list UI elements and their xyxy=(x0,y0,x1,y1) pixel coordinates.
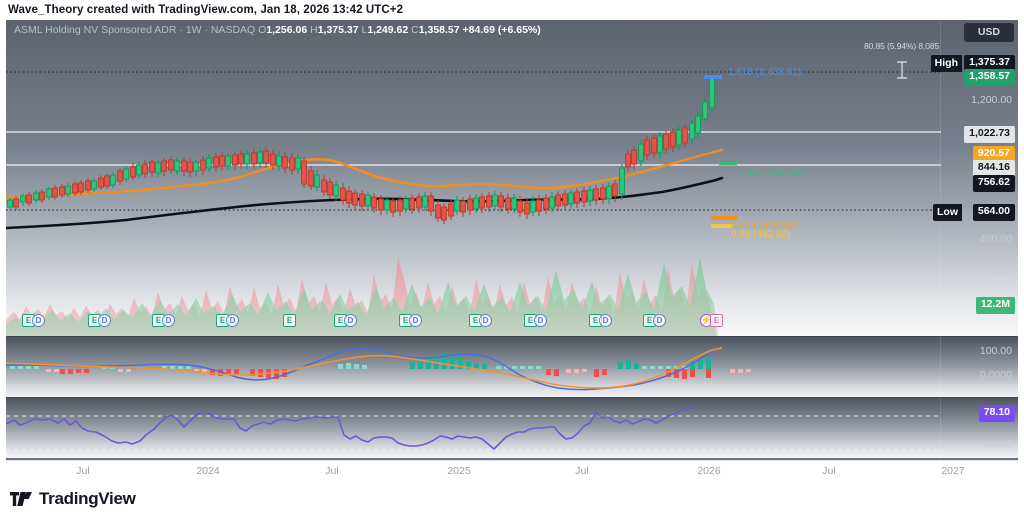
measure-tooltip: 80.85 (5.94%) 8,085 xyxy=(864,41,940,51)
axis-tick-1200: 1,200.00 xyxy=(971,94,1012,106)
macd-pane[interactable] xyxy=(6,337,1018,397)
fib-label-0618: 0.618 (526.86) xyxy=(731,220,797,231)
time-axis[interactable]: Jul 2024 Jul 2025 Jul 2026 Jul 2027 xyxy=(6,460,1018,482)
macd-svg xyxy=(6,346,751,391)
dividend-icon[interactable]: D xyxy=(344,314,357,327)
price-series-svg xyxy=(6,61,1018,336)
chart-legend[interactable]: ASML Holding NV Sponsored ADR · 1W · NAS… xyxy=(14,24,541,36)
dividend-icon[interactable]: D xyxy=(162,314,175,327)
footer-branding[interactable]: TradingView xyxy=(10,489,136,509)
fib-swatch-0382 xyxy=(719,162,737,166)
currency-button[interactable]: USD xyxy=(963,23,1014,42)
event-marker-upcoming[interactable]: ⚡ E xyxy=(700,314,723,327)
tradingview-logo-icon xyxy=(10,492,32,506)
fib-label-1618: 1.618 (1,438.61) xyxy=(728,67,802,78)
time-tick: Jul xyxy=(325,465,339,477)
legend-symbol: ASML Holding NV Sponsored ADR · 1W · NAS… xyxy=(14,24,256,36)
dividend-icon[interactable]: D xyxy=(479,314,492,327)
fib-label-065: 0.65 (482.92) xyxy=(731,229,791,240)
time-tick: 2024 xyxy=(196,465,220,477)
main-price-pane[interactable]: ASML Holding NV Sponsored ADR · 1W · NAS… xyxy=(6,20,1018,336)
event-marker[interactable]: E xyxy=(283,314,296,327)
legend-close-key: C xyxy=(411,24,419,36)
price-tag-last[interactable]: 1,358.57 xyxy=(964,69,1015,86)
fib-swatch-0618 xyxy=(711,216,737,220)
price-scale[interactable]: USD High 1,375.37 1,358.57 1,200.00 1,02… xyxy=(930,20,1018,480)
earnings-icon[interactable]: E xyxy=(710,314,723,327)
dividend-icon[interactable]: D xyxy=(599,314,612,327)
legend-close-value: 1,358.57 xyxy=(418,24,460,36)
time-tick: 2026 xyxy=(697,465,721,477)
legend-low-value: 1,249.62 xyxy=(367,24,409,36)
time-tick: 2027 xyxy=(941,465,965,477)
fib-label-0382: 0.382 (850.88) xyxy=(739,168,805,179)
earnings-icon[interactable]: E xyxy=(643,314,656,327)
tradingview-wordmark: TradingView xyxy=(39,489,136,508)
axis-tick-200: 200.00 xyxy=(979,266,1012,278)
dividend-icon[interactable]: D xyxy=(98,314,111,327)
attribution-text: Wave_Theory created with TradingView.com… xyxy=(8,4,404,16)
price-tag-high[interactable]: 1,375.37 xyxy=(964,55,1015,72)
price-tag-low[interactable]: 564.00 xyxy=(972,204,1015,221)
dividend-icon[interactable]: D xyxy=(653,314,666,327)
axis-tick-macd-100: 100.00 xyxy=(979,345,1012,357)
volume-tag[interactable]: 12.2M xyxy=(975,297,1015,314)
time-tick: Jul xyxy=(76,465,90,477)
earnings-icon[interactable]: E xyxy=(283,314,296,327)
rsi-line xyxy=(6,407,695,450)
axis-tick-400: 400.00 xyxy=(979,233,1012,245)
earnings-icon[interactable]: E xyxy=(216,314,229,327)
macd-signal-line xyxy=(6,347,723,389)
rsi-value-tag[interactable]: 78.10 xyxy=(978,405,1015,422)
dividend-icon[interactable]: D xyxy=(409,314,422,327)
legend-open-value: 1,256.06 xyxy=(266,24,308,36)
time-tick: Jul xyxy=(822,465,836,477)
time-tick: 2025 xyxy=(447,465,471,477)
ma-fast-line xyxy=(6,148,724,199)
period-high-badge: High xyxy=(930,55,962,72)
fib-swatch-1618 xyxy=(704,75,722,79)
earnings-icon[interactable]: E xyxy=(152,314,165,327)
axis-tick-rsi-40: 40.00 xyxy=(985,438,1012,450)
time-tick: Jul xyxy=(575,465,589,477)
axis-tick-macd-zero: 0.0000 xyxy=(979,369,1012,381)
legend-low-key: L xyxy=(361,24,368,36)
candlestick-series xyxy=(7,75,715,224)
price-tag-1022[interactable]: 1,022.73 xyxy=(964,126,1015,143)
legend-high-value: 1,375.37 xyxy=(317,24,359,36)
price-tag-ma-fast[interactable]: 920.57 xyxy=(972,146,1015,163)
price-tag-844[interactable]: 844.16 xyxy=(972,160,1015,177)
fib-swatch-065 xyxy=(711,224,733,228)
dividend-icon[interactable]: D xyxy=(534,314,547,327)
rsi-svg xyxy=(6,407,1018,451)
earnings-icon[interactable]: E xyxy=(589,314,602,327)
rsi-pane[interactable] xyxy=(6,398,1018,458)
legend-high-key: H xyxy=(310,24,318,36)
chart-frame[interactable]: ASML Holding NV Sponsored ADR · 1W · NAS… xyxy=(6,20,1018,480)
legend-change: +84.69 (+6.65%) xyxy=(462,24,541,36)
dividend-icon[interactable]: D xyxy=(32,314,45,327)
price-tag-ma-slow[interactable]: 756.62 xyxy=(972,175,1015,192)
dividend-icon[interactable]: D xyxy=(226,314,239,327)
period-low-badge: Low xyxy=(933,204,962,221)
measure-cursor-icon xyxy=(897,61,907,79)
legend-open-key: O xyxy=(258,24,267,36)
